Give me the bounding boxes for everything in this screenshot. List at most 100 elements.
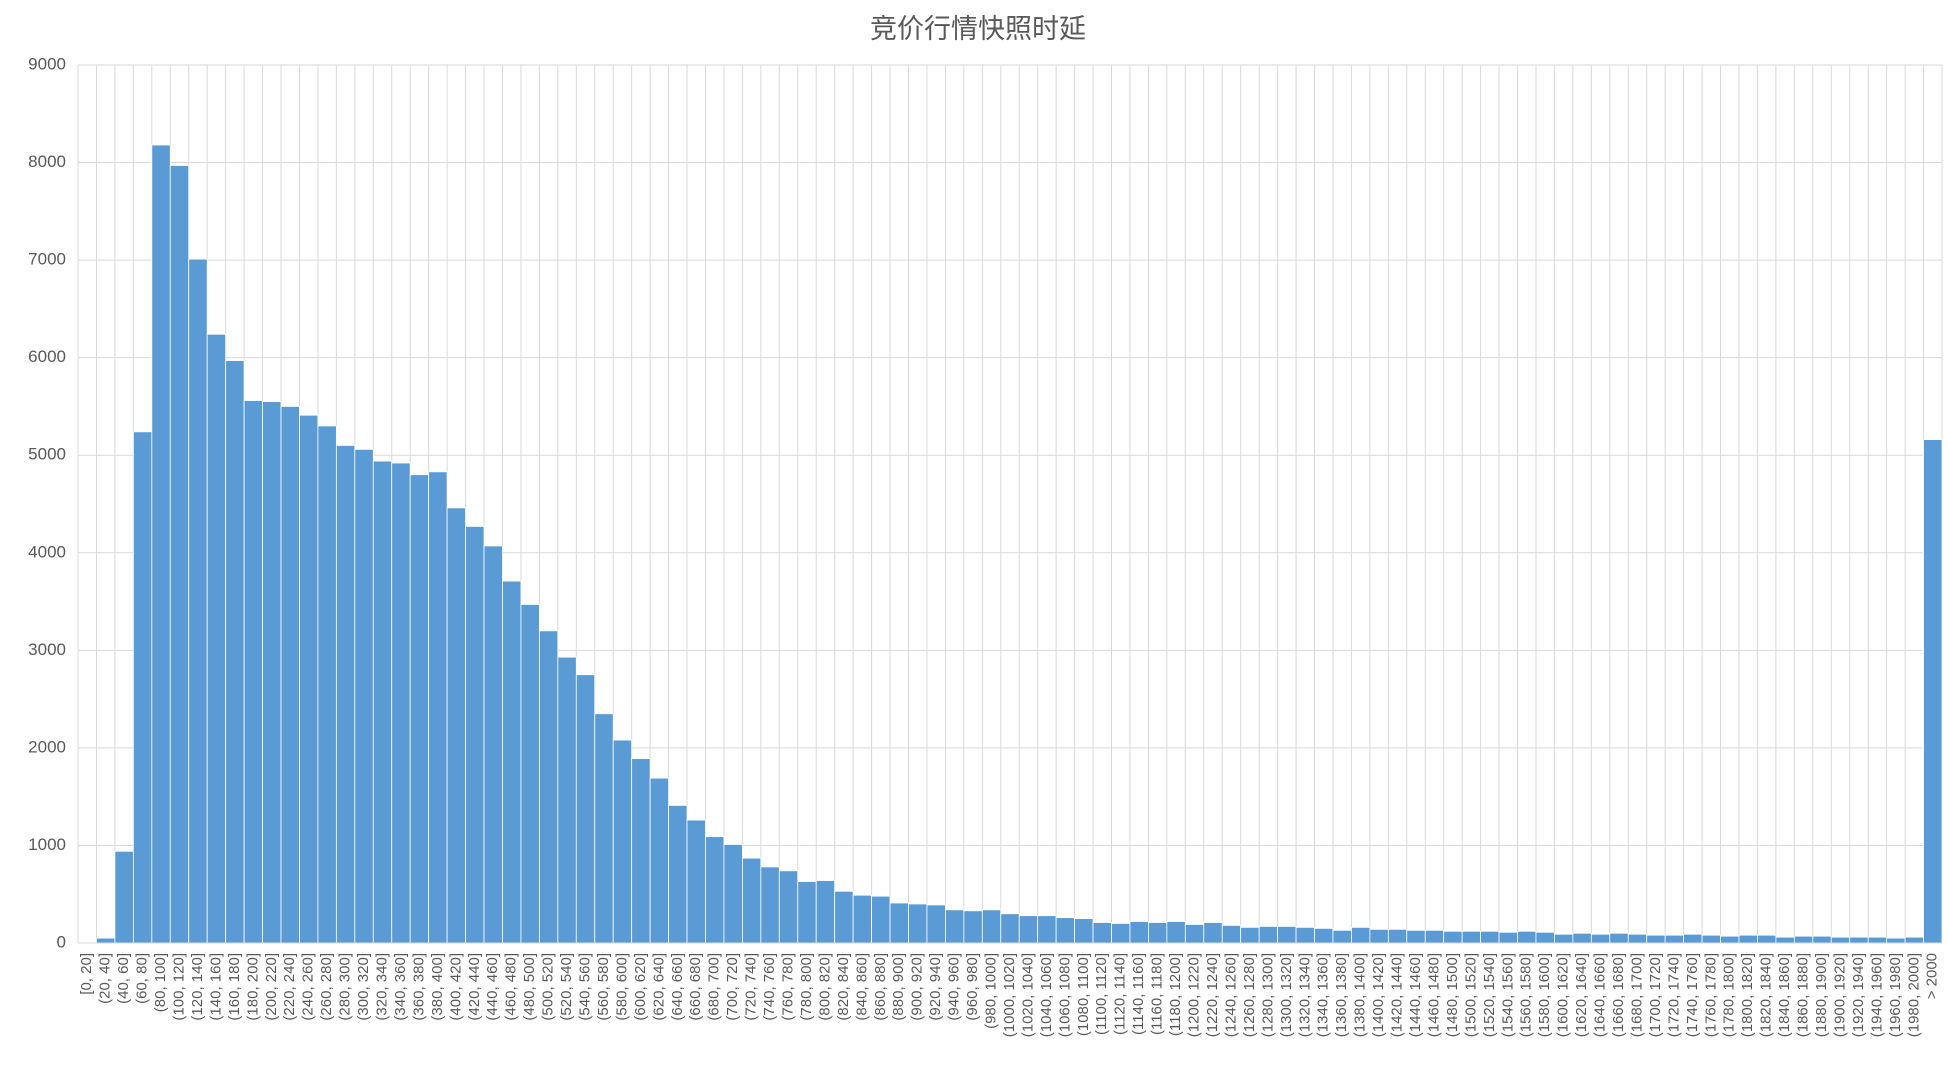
x-tick-label: (1360, 1380] <box>1333 953 1350 1037</box>
x-tick-label: (40, 60] <box>115 953 132 1004</box>
bar <box>1590 933 1611 944</box>
bar <box>1258 926 1279 944</box>
bar <box>206 333 227 944</box>
bar <box>1387 928 1408 944</box>
y-tick-label: 2000 <box>28 737 66 756</box>
bar <box>1812 935 1832 944</box>
x-tick-label: (460, 480] <box>503 953 520 1021</box>
x-tick-label: (760, 780] <box>780 953 797 1021</box>
x-tick-label: (480, 500] <box>521 953 538 1021</box>
bar <box>1867 936 1888 944</box>
bar <box>262 401 282 944</box>
x-tick-label: (600, 620] <box>632 953 649 1021</box>
x-tick-label: (220, 240] <box>281 953 298 1021</box>
x-tick-label: (180, 200] <box>244 953 261 1021</box>
bar <box>1369 928 1389 944</box>
x-tick-label: (1560, 1580] <box>1518 953 1535 1037</box>
bar <box>686 819 706 944</box>
x-tick-label: (120, 140] <box>189 953 206 1021</box>
bar <box>1166 921 1186 944</box>
bar <box>1683 933 1703 944</box>
x-tick-label: (420, 440] <box>466 953 483 1021</box>
bar <box>575 674 596 944</box>
x-tick-label: (1440, 1460] <box>1407 953 1424 1037</box>
x-tick-label: (1760, 1780] <box>1702 953 1719 1037</box>
x-tick-label: (1840, 1860] <box>1776 953 1793 1037</box>
bar <box>372 460 393 944</box>
bar <box>335 445 356 944</box>
y-tick-label: 5000 <box>28 445 66 464</box>
bar <box>834 890 854 944</box>
x-tick-label: (1540, 1560] <box>1499 953 1516 1037</box>
x-tick-label: (1860, 1880] <box>1795 953 1812 1037</box>
x-tick-label: (1200, 1220] <box>1186 953 1203 1037</box>
x-tick-label: (1980, 2000] <box>1905 953 1922 1037</box>
bar <box>1148 922 1168 944</box>
x-tick-label: (1300, 1320] <box>1278 953 1295 1037</box>
x-tick-label: (1700, 1720] <box>1647 953 1664 1037</box>
bar <box>741 857 762 944</box>
x-tick-label: (240, 260] <box>300 953 317 1021</box>
bar <box>1277 926 1297 944</box>
x-tick-label: (1120, 1140] <box>1112 953 1129 1035</box>
x-tick-label: (1400, 1420] <box>1370 953 1387 1037</box>
x-tick-label: (1480, 1500] <box>1444 953 1461 1037</box>
bar <box>926 904 946 944</box>
x-tick-label: (1600, 1620] <box>1555 953 1572 1037</box>
bar <box>1480 930 1500 944</box>
bar <box>1092 922 1112 944</box>
bar <box>1424 929 1445 944</box>
y-tick-label: 1000 <box>28 835 66 854</box>
x-tick-label: (20, 40] <box>97 953 114 1004</box>
bar <box>797 881 817 944</box>
bar <box>446 507 466 944</box>
x-tick-label: (820, 840] <box>835 953 852 1021</box>
x-tick-label: (1280, 1300] <box>1259 953 1276 1037</box>
bar <box>1443 930 1463 944</box>
x-tick-label: (500, 520] <box>540 953 557 1021</box>
bar <box>280 406 300 944</box>
y-tick-label: 8000 <box>28 152 66 171</box>
bar <box>299 414 319 944</box>
x-tick-label: (280, 300] <box>337 953 354 1021</box>
bar <box>705 836 725 944</box>
y-tick-label: 0 <box>57 932 66 951</box>
bar <box>391 462 411 944</box>
bar <box>317 425 337 944</box>
x-tick-label: (260, 280] <box>318 953 335 1021</box>
bar <box>1572 932 1592 944</box>
chart-title: 竞价行情快照时延 <box>870 14 1086 44</box>
x-tick-label: > 2000 <box>1924 953 1941 999</box>
y-tick-label: 3000 <box>28 640 66 659</box>
x-tick-label: (1580, 1600] <box>1536 953 1553 1037</box>
bar <box>1018 915 1039 944</box>
x-tick-label: (80, 100] <box>152 953 169 1012</box>
x-tick-label: (60, 80] <box>134 953 151 1004</box>
x-tick-label: (640, 660] <box>669 953 686 1021</box>
bar <box>1240 926 1260 944</box>
bar <box>1332 929 1352 944</box>
x-tick-label: (680, 700] <box>706 953 723 1021</box>
x-tick-label: (1680, 1700] <box>1628 953 1645 1037</box>
bar <box>132 431 153 944</box>
x-tick-label: (1620, 1640] <box>1573 953 1590 1037</box>
x-tick-label: (960, 980] <box>964 953 981 1021</box>
x-tick-label: (1080, 1100] <box>1075 953 1092 1036</box>
bar <box>557 656 577 944</box>
x-tick-label: (440, 460] <box>484 953 501 1021</box>
bar <box>1757 934 1777 944</box>
x-tick-label: (1020, 1040] <box>1019 953 1036 1037</box>
bar <box>1074 918 1094 944</box>
x-tick-label: (520, 540] <box>558 953 575 1021</box>
x-tick-label: (320, 340] <box>373 953 390 1021</box>
bar <box>354 448 374 944</box>
bar <box>243 400 263 944</box>
x-tick-label: (1520, 1540] <box>1481 953 1498 1037</box>
x-tick-label: (1820, 1840] <box>1758 953 1775 1037</box>
bar <box>815 880 836 944</box>
bar <box>1701 934 1721 944</box>
bar <box>1351 926 1371 944</box>
x-tick-label: (1960, 1980] <box>1887 953 1904 1037</box>
x-tick-label: (540, 560] <box>576 953 593 1021</box>
